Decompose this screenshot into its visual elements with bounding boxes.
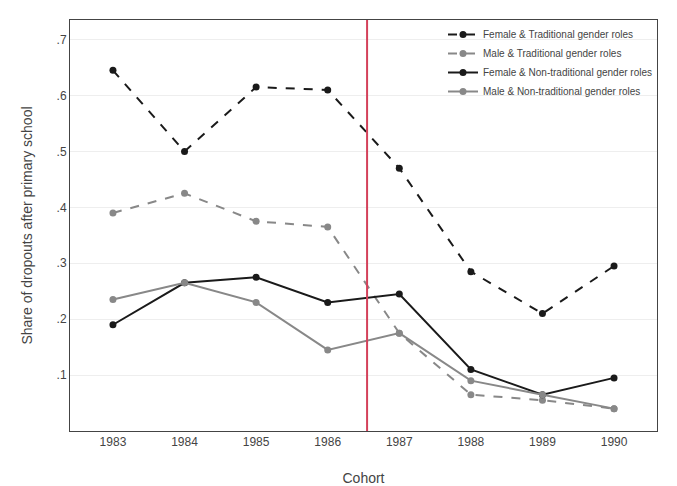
svg-text:.3: .3	[57, 256, 67, 270]
svg-text:.5: .5	[57, 145, 67, 159]
svg-text:Share of dropouts after primar: Share of dropouts after primary school	[19, 106, 35, 344]
svg-text:Cohort: Cohort	[342, 470, 384, 486]
svg-text:1987: 1987	[386, 435, 413, 449]
svg-text:1984: 1984	[171, 435, 198, 449]
svg-text:1988: 1988	[458, 435, 485, 449]
svg-text:.2: .2	[57, 312, 67, 326]
svg-text:.6: .6	[57, 89, 67, 103]
svg-text:.1: .1	[57, 368, 67, 382]
svg-text:1990: 1990	[601, 435, 628, 449]
svg-text:1986: 1986	[314, 435, 341, 449]
svg-text:1983: 1983	[100, 435, 127, 449]
svg-text:.7: .7	[57, 33, 67, 47]
svg-text:Female & Non-traditional gende: Female & Non-traditional gender roles	[483, 67, 652, 78]
svg-text:Male & Traditional gender role: Male & Traditional gender roles	[483, 48, 621, 59]
svg-text:.4: .4	[57, 201, 67, 215]
svg-text:1985: 1985	[243, 435, 270, 449]
svg-text:Female & Traditional gender ro: Female & Traditional gender roles	[483, 29, 633, 40]
svg-text:1989: 1989	[529, 435, 556, 449]
svg-text:Male & Non-traditional gender: Male & Non-traditional gender roles	[483, 86, 640, 97]
